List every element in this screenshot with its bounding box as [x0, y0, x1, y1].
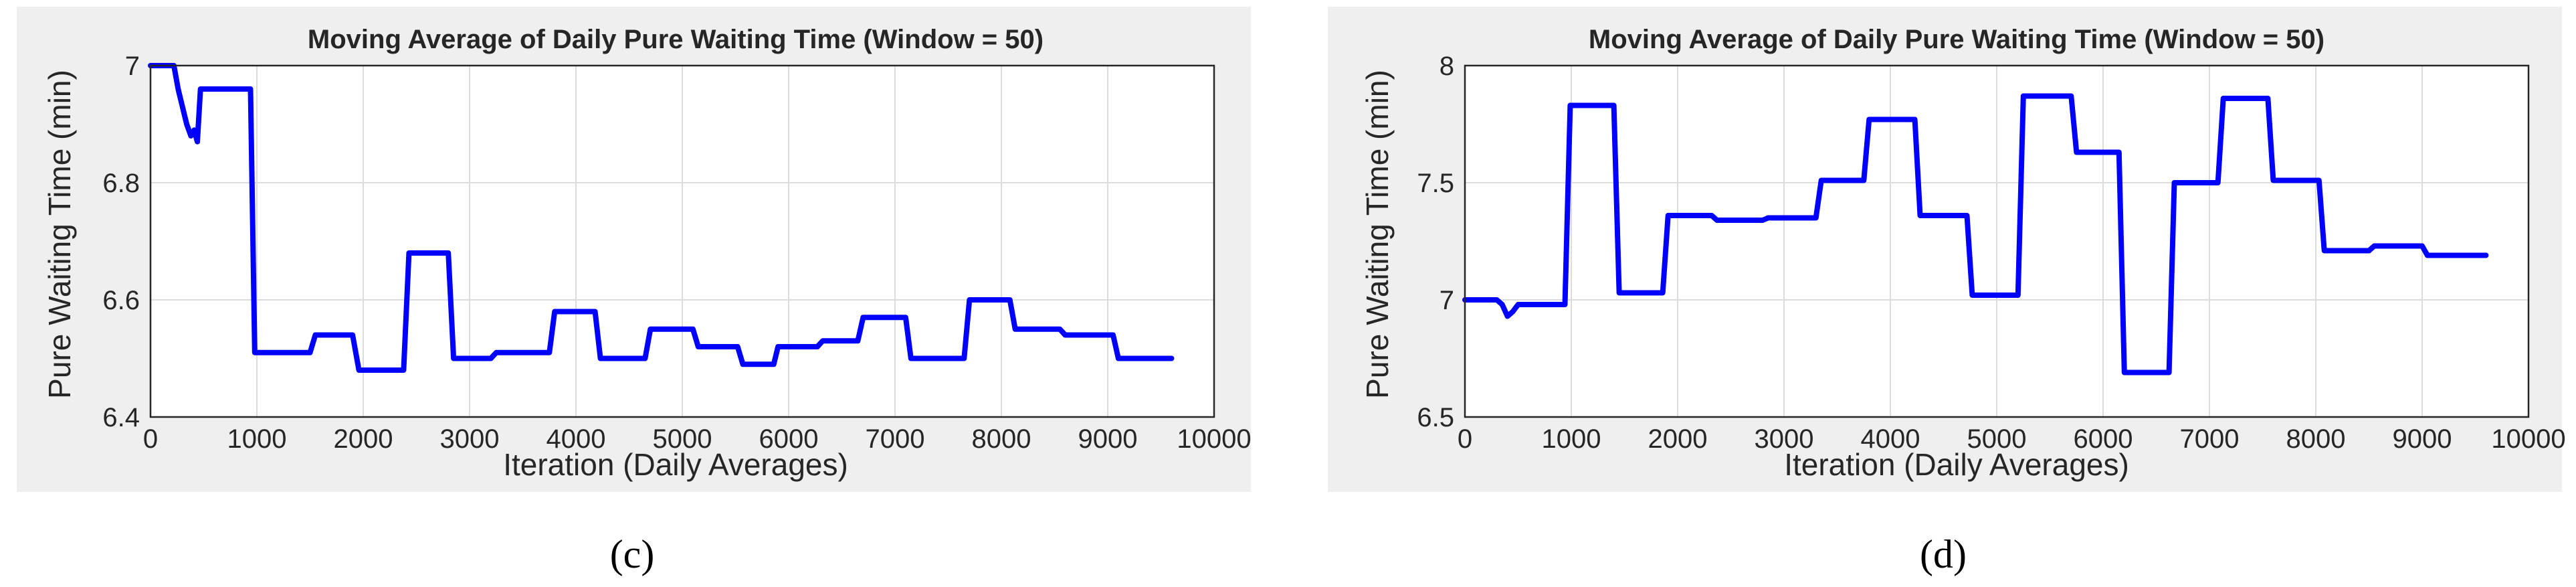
chart-c-x-ticks: 0 1000 2000 3000 4000 5000 6000 7000 8000 9000 100… — [143, 424, 1252, 454]
chart-d-x-tick-label: 0 — [1458, 424, 1472, 454]
chart-d-y-tick-label: 6.5 — [1417, 403, 1454, 432]
chart-c-x-axis-label: Iteration (Daily Averages) — [503, 447, 848, 482]
chart-d-y-tick-label: 7.5 — [1417, 169, 1454, 198]
chart-d-x-tick-label: 3000 — [1755, 424, 1814, 454]
chart-d-x-ticks: 0 1000 2000 3000 4000 5000 6000 7000 8000 9000 100… — [1458, 424, 2566, 454]
chart-d-series-line — [1462, 93, 2489, 375]
chart-d-y-axis-label: Pure Waiting Time (min) — [1360, 70, 1395, 399]
chart-d-x-tick-label: 8000 — [2286, 424, 2346, 454]
chart-c-x-tick-label: 6000 — [759, 424, 819, 454]
chart-c-y-ticks: 6.4 6.6 6.8 7 — [102, 52, 140, 432]
chart-d-y-tick-label: 7 — [1440, 286, 1454, 315]
chart-d-title: Moving Average of Daily Pure Waiting Tim… — [1589, 25, 2324, 54]
chart-c-grid — [151, 66, 1214, 417]
chart-c-y-axis-label: Pure Waiting Time (min) — [42, 70, 77, 399]
chart-d-y-tick-label: 8 — [1440, 52, 1454, 81]
chart-d-x-axis-label: Iteration (Daily Averages) — [1784, 447, 2129, 482]
chart-d-x-tick-label: 2000 — [1648, 424, 1708, 454]
panel-label-d: (d) — [1920, 532, 1967, 576]
chart-c-x-tick-label: 10000 — [1177, 424, 1251, 454]
chart-c-x-tick-label: 4000 — [547, 424, 606, 454]
chart-c-series-line — [148, 63, 1175, 373]
chart-c-y-tick-label: 6.6 — [102, 286, 140, 315]
chart-c-x-tick-label: 1000 — [227, 424, 287, 454]
chart-c-axes-box — [149, 64, 1215, 418]
chart-c-y-tick-label: 7 — [125, 52, 140, 81]
chart-c-x-tick-label: 2000 — [334, 424, 393, 454]
chart-d-x-tick-label: 6000 — [2074, 424, 2133, 454]
chart-c: Moving Average of Daily Pure Waiting Tim… — [42, 25, 1252, 482]
chart-d-x-tick-label: 7000 — [2180, 424, 2240, 454]
chart-d-grid — [1465, 66, 2529, 417]
chart-d-x-tick-label: 5000 — [1967, 424, 2027, 454]
chart-d-x-tick-label: 4000 — [1861, 424, 1920, 454]
chart-c-y-tick-label: 6.4 — [102, 403, 140, 432]
chart-d-y-ticks: 6.5 7 7.5 8 — [1417, 52, 1454, 432]
chart-c-x-tick-label: 0 — [143, 424, 158, 454]
chart-c-x-tick-label: 7000 — [866, 424, 925, 454]
chart-d-series — [1462, 93, 2489, 375]
chart-c-x-tick-label: 9000 — [1078, 424, 1138, 454]
chart-d-axes-box — [1464, 64, 2530, 418]
chart-d-x-tick-label: 1000 — [1542, 424, 1601, 454]
chart-c-y-tick-label: 6.8 — [102, 169, 140, 198]
chart-d-x-tick-label: 10000 — [2491, 424, 2565, 454]
chart-c-x-tick-label: 8000 — [972, 424, 1031, 454]
chart-c-series — [148, 63, 1175, 373]
chart-c-x-tick-label: 3000 — [440, 424, 500, 454]
chart-d-x-tick-label: 9000 — [2393, 424, 2452, 454]
panel-label-c: (c) — [610, 532, 655, 576]
chart-d: Moving Average of Daily Pure Waiting Tim… — [1360, 25, 2566, 482]
chart-c-x-tick-label: 5000 — [653, 424, 712, 454]
chart-c-title: Moving Average of Daily Pure Waiting Tim… — [308, 25, 1044, 54]
